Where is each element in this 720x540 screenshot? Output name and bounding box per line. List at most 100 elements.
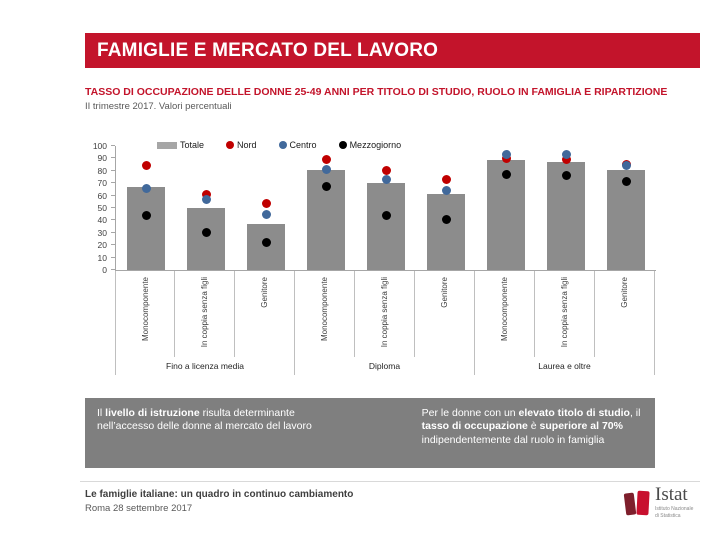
category-cell: Genitore [415,271,475,357]
category-label: Genitore [260,277,269,308]
dot-mezzogiorno [261,238,271,248]
chart-title: TASSO DI OCCUPAZIONE DELLE DONNE 25-49 A… [85,86,668,98]
y-tick-label: 100 [92,141,107,151]
dot-mezzogiorno [201,228,211,238]
dot-centro [621,161,631,171]
category-label: In coppia senza figli [380,277,389,348]
insight-text-segment: , il [629,407,641,419]
dot-mezzogiorno [561,171,571,181]
dot-nord [261,198,271,208]
legend-label: Centro [289,140,317,150]
category-label: Genitore [620,277,629,308]
employment-chart: Totale Nord Centro Mezzogiorno 0 10 20 30 40 50 6… [85,140,670,375]
y-tick-label: 40 [97,215,107,226]
category-cell: Monocomponente [115,271,175,357]
bar-slot [176,146,236,270]
legend-dot-swatch [338,141,347,149]
dot-centro [561,150,571,160]
insight-text-segment: indipendentemente dal ruolo in famiglia [421,433,605,446]
y-tick-label: 20 [97,240,107,251]
insight-text-segment: Il [97,407,106,419]
y-tick-label: 10 [97,252,107,263]
category-cell: Genitore [595,271,655,357]
chart-legend: Totale Nord Centro Mezzogiorno [157,140,401,150]
dot-nord [201,189,211,199]
insight-text-segment: è [527,420,540,433]
footer: Le famiglie italiane: un quadro in conti… [85,489,353,514]
insight-text-segment: risulta determinante nell’accesso delle … [97,407,312,433]
bar-totale [607,169,645,270]
category-cell: Genitore [235,271,295,357]
y-tick-mark [111,169,115,171]
bar-slot [596,146,656,270]
bar-totale [187,208,225,270]
dot-mezzogiorno [321,182,331,192]
y-tick-mark [111,194,115,196]
bar-slot [536,146,596,270]
chart-heading: TASSO DI OCCUPAZIONE DELLE DONNE 25-49 A… [85,86,685,112]
y-tick-mark [111,219,115,221]
legend-label: Mezzogiorno [349,140,402,150]
category-label: Monocomponente [140,277,150,342]
dot-mezzogiorno [141,210,151,220]
bar-totale [127,186,165,270]
legend-dot-swatch [226,141,235,149]
dot-centro [501,150,511,160]
y-tick-label: 30 [97,227,107,238]
bar-slot [476,146,536,270]
legend-item-centro: Centro [278,140,317,150]
y-tick-mark [111,269,115,270]
category-cell: Monocomponente [295,271,355,357]
insight-text-segment: Per le donne con un [421,407,519,419]
insight-text-segment: tasso di occupazione [421,420,528,433]
presentation-date: Roma 28 settembre 2017 [85,503,193,514]
category-label: In coppia senza figli [560,277,569,348]
y-tick-mark [111,145,115,146]
group-axis: Fino a licenza media Diploma Laurea e oltr… [115,357,655,375]
dot-centro [141,183,151,193]
y-axis: 0 10 20 30 40 50 60 70 80 90 100 [85,141,115,275]
y-tick-label: 70 [97,178,107,189]
group-label: Laurea e oltre [475,357,655,375]
dot-nord [381,166,391,176]
dot-centro [201,194,211,204]
plot-row: 0 10 20 30 40 50 60 70 80 90 100 [85,141,670,275]
dot-nord [561,155,571,165]
insight-box: Il livello di istruzione risulta determi… [85,398,655,468]
legend-item-totale: Totale [157,140,204,150]
legend-label: Nord [237,140,257,150]
bar-totale [427,194,465,270]
dot-centro [441,186,451,196]
insight-text-segment: elevato titolo di studio [518,407,630,419]
bar-slot [236,146,296,270]
istat-logo-text: Istat Istituto Nazionale di Statistica [655,485,693,519]
category-cell: In coppia senza figli [535,271,595,357]
page-title: FAMIGLIE E MERCATO DEL LAVORO [97,39,439,61]
dot-mezzogiorno [501,170,511,180]
dot-mezzogiorno [621,177,631,187]
footer-divider [80,481,700,482]
insight-right: Per le donne con un elevato titolo di st… [422,407,655,468]
dot-nord [321,155,331,165]
category-label: Monocomponente [500,277,509,342]
istat-logo-name: Istat [655,484,688,505]
dot-mezzogiorno [381,210,391,220]
category-axis: Monocomponente In coppia senza figli Genit… [115,271,655,357]
y-tick-mark [111,207,115,208]
category-label: Genitore [440,277,449,308]
category-cell: In coppia senza figli [355,271,415,357]
legend-dot-swatch [278,141,287,149]
plot-slots [116,146,656,270]
y-tick-label: 90 [97,153,107,164]
y-tick-mark [111,256,115,258]
bar-totale [547,162,585,270]
y-tick-label: 80 [97,165,107,176]
bar-slot [416,146,476,270]
title-banner: FAMIGLIE E MERCATO DEL LAVORO [85,33,700,68]
legend-bar-swatch [157,141,177,149]
y-tick-label: 0 [102,265,107,275]
y-tick-label: 60 [97,190,107,201]
category-label: Monocomponente [320,277,329,342]
plot-area [115,146,656,271]
group-label: Fino a licenza media [115,357,295,375]
